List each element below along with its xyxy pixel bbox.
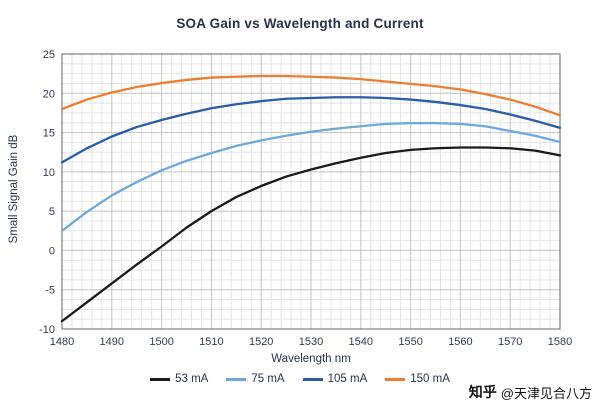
y-tick-label: 20	[43, 88, 55, 100]
y-axis-label: Small Signal Gain dB	[8, 134, 20, 244]
x-tick-label: 1510	[199, 336, 223, 348]
legend-label: 75 mA	[251, 373, 285, 385]
y-tick-label: 15	[43, 128, 55, 140]
legend-label: 150 mA	[410, 373, 450, 385]
legend: 53 mA 75 mA 105 mA 150 mA	[0, 373, 600, 385]
zhihu-logo: 知乎	[468, 384, 497, 400]
x-tick-label: 1580	[548, 336, 572, 348]
chart-title: SOA Gain vs Wavelength and Current	[176, 16, 424, 31]
watermark-handle: @天津见合八方	[500, 385, 592, 401]
plot-border	[61, 53, 561, 330]
series-line-75mA	[60, 121, 562, 232]
y-tick-label: 25	[43, 49, 55, 61]
legend-label: 53 mA	[175, 373, 209, 385]
x-tick-label: 1550	[398, 336, 422, 348]
y-tick-label: -10	[39, 324, 55, 336]
legend-label: 105 mA	[327, 373, 368, 385]
legend-swatch-53mA	[150, 377, 171, 381]
x-tick-label: 1570	[498, 336, 522, 348]
y-tick-label: 10	[43, 167, 55, 179]
x-axis-label: Wavelength nm	[271, 353, 351, 365]
series-line-150mA	[60, 74, 562, 117]
watermark: 知乎 @天津见合八方	[469, 382, 592, 402]
y-tick-label: 5	[49, 206, 55, 218]
x-tick-label: 1490	[100, 336, 124, 348]
legend-swatch-150mA	[385, 377, 406, 381]
x-tick-label: 1500	[149, 336, 173, 348]
legend-item-150mA: 150 mA	[385, 373, 450, 385]
legend-swatch-105mA	[302, 377, 323, 381]
legend-item-105mA: 105 mA	[302, 373, 368, 385]
x-tick-label: 1520	[249, 336, 273, 348]
x-tick-label: 1540	[349, 336, 373, 348]
legend-swatch-75mA	[226, 377, 247, 381]
x-tick-label: 1480	[50, 336, 74, 348]
y-tick-label: 0	[49, 245, 55, 257]
x-tick-label: 1530	[299, 336, 323, 348]
series-line-105mA	[60, 96, 562, 164]
series-line-53mA	[60, 146, 562, 323]
legend-item-75mA: 75 mA	[226, 373, 285, 385]
line-chart: 1480 1490 1500 1510 1520 1530 1540 1550 1560 1570…	[39, 49, 572, 348]
x-tick-label: 1560	[448, 336, 472, 348]
y-tick-label: -5	[45, 285, 55, 297]
legend-item-53mA: 53 mA	[150, 373, 208, 385]
